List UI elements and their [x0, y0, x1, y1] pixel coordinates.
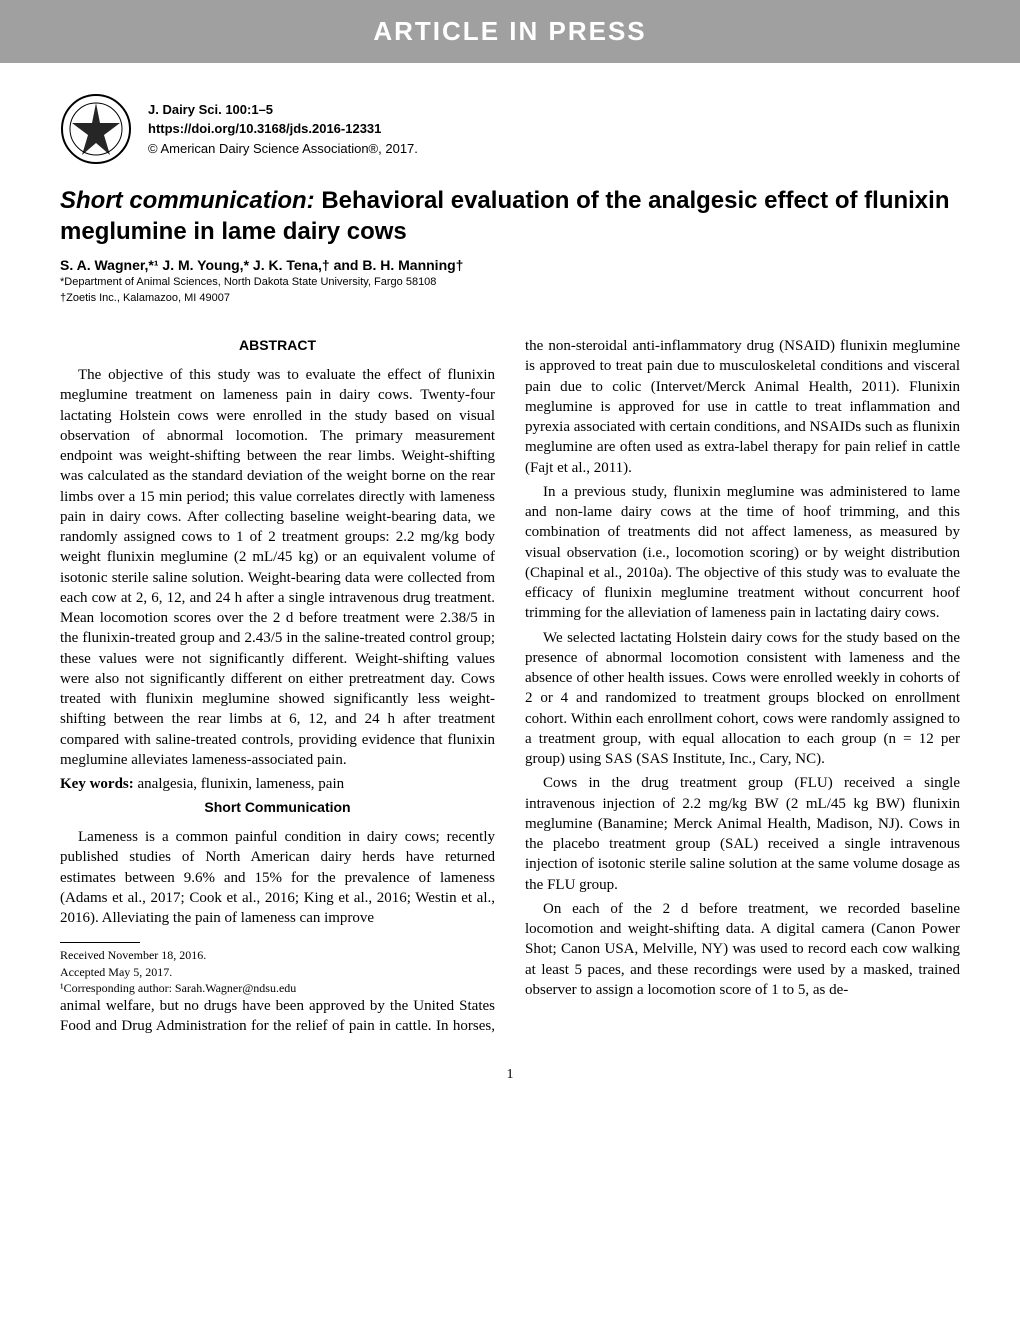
body-para-5: Cows in the drug treatment group (FLU) r… [525, 773, 960, 895]
affiliations: *Department of Animal Sciences, North Da… [60, 275, 960, 306]
article-in-press-banner: ARTICLE IN PRESS [0, 0, 1020, 63]
affiliation-2: †Zoetis Inc., Kalamazoo, MI 49007 [60, 291, 960, 306]
keywords-label: Key words: [60, 776, 134, 792]
footnote-corresponding: ¹Corresponding author: Sarah.Wagner@ndsu… [60, 980, 495, 996]
footnotes: Received November 18, 2016. Accepted May… [60, 947, 495, 996]
keywords: Key words: analgesia, flunixin, lameness… [60, 774, 495, 794]
article-body: ABSTRACT The objective of this study was… [60, 336, 960, 1036]
abstract-paragraph: The objective of this study was to evalu… [60, 365, 495, 770]
keywords-text: analgesia, flunixin, lameness, pain [134, 776, 344, 792]
banner-text: ARTICLE IN PRESS [373, 16, 646, 46]
body-para-3: In a previous study, flunixin meglumine … [525, 482, 960, 624]
article-title: Short communication: Behavioral evaluati… [60, 185, 960, 247]
author-list: S. A. Wagner,*¹ J. M. Young,* J. K. Tena… [60, 257, 960, 273]
short-communication-heading: Short Communication [60, 798, 495, 817]
title-prefix: Short communication: [60, 187, 315, 214]
footnote-accepted: Accepted May 5, 2017. [60, 964, 495, 980]
doi-link[interactable]: https://doi.org/10.3168/jds.2016-12331 [148, 119, 418, 139]
footnote-separator [60, 942, 140, 943]
journal-header: J. Dairy Sci. 100:1–5 https://doi.org/10… [60, 93, 960, 165]
copyright-line: © American Dairy Science Association®, 2… [148, 139, 418, 159]
body-para-6: On each of the 2 d before treatment, we … [525, 899, 960, 1000]
body-para-4: We selected lactating Holstein dairy cow… [525, 628, 960, 770]
page-number: 1 [60, 1067, 960, 1083]
journal-meta: J. Dairy Sci. 100:1–5 https://doi.org/10… [148, 100, 418, 159]
page-content: J. Dairy Sci. 100:1–5 https://doi.org/10… [0, 63, 1020, 1103]
footnote-received: Received November 18, 2016. [60, 947, 495, 963]
journal-citation: J. Dairy Sci. 100:1–5 [148, 100, 418, 120]
affiliation-1: *Department of Animal Sciences, North Da… [60, 275, 960, 290]
abstract-heading: ABSTRACT [60, 336, 495, 355]
journal-logo [60, 93, 132, 165]
body-para-1: Lameness is a common painful condition i… [60, 827, 495, 928]
